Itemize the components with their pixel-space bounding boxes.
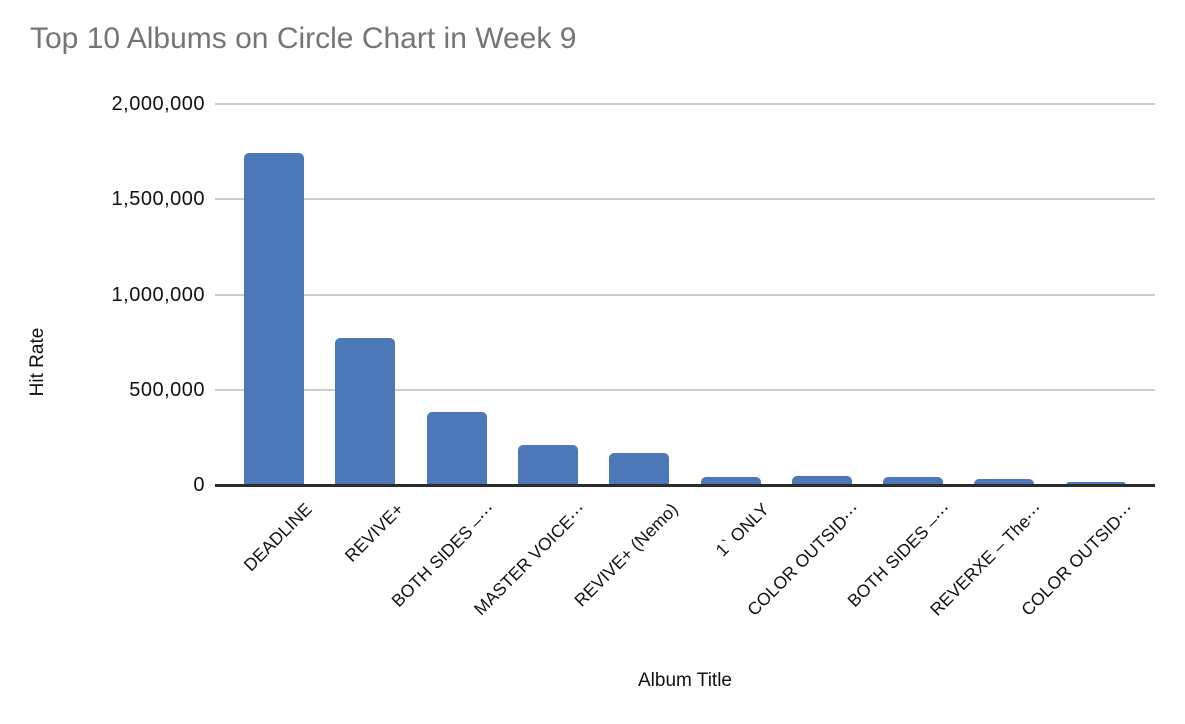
bar-8 xyxy=(883,477,943,485)
gridline xyxy=(215,388,1155,391)
bar-7 xyxy=(792,476,852,485)
gridline xyxy=(215,103,1155,105)
y-tick-label: 500,000 xyxy=(129,378,205,401)
x-tick-label: 1` ONLY xyxy=(711,499,773,561)
x-tick-label: REVIVE+ xyxy=(340,499,408,566)
chart-title: Top 10 Albums on Circle Chart in Week 9 xyxy=(30,22,577,55)
gridline xyxy=(215,198,1155,201)
x-axis-title: Album Title xyxy=(638,670,732,691)
bar-10 xyxy=(1066,482,1126,485)
x-tick-label: DEADLINE xyxy=(240,499,317,576)
bar-5 xyxy=(609,453,669,485)
bar-6 xyxy=(701,477,761,485)
y-tick-label: 0 xyxy=(193,474,205,496)
bar-9 xyxy=(974,479,1034,485)
bar-1 xyxy=(244,153,304,485)
y-tick-label: 1,000,000 xyxy=(111,283,205,306)
bar-2 xyxy=(335,338,395,485)
x-axis-line xyxy=(215,484,1155,487)
bar-3 xyxy=(427,412,487,485)
y-tick-label: 1,500,000 xyxy=(111,188,205,211)
bar-4 xyxy=(518,445,578,485)
y-tick-label: 2,000,000 xyxy=(111,93,205,115)
y-axis-title: Hit Rate xyxy=(27,327,48,397)
gridline xyxy=(215,293,1155,296)
